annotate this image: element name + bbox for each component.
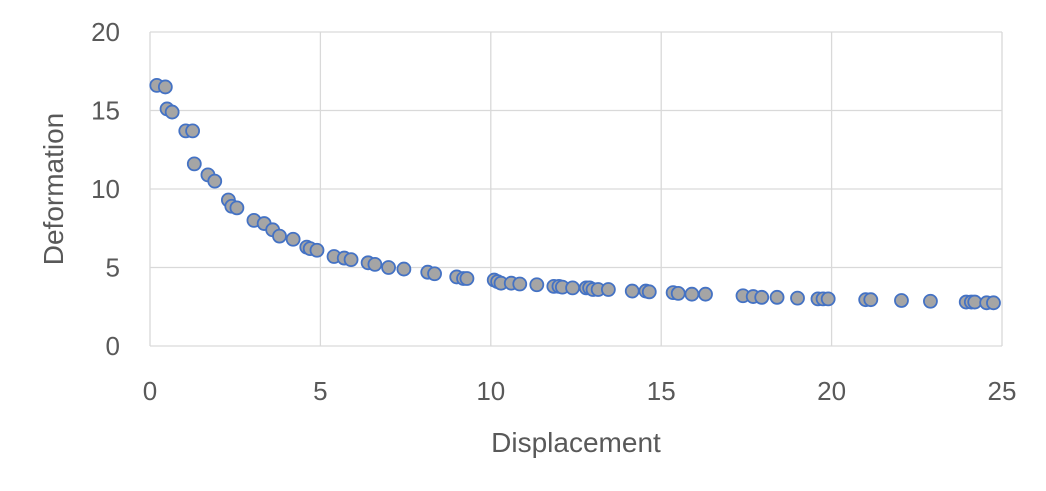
data-point	[684, 286, 700, 302]
data-point	[600, 282, 616, 297]
data-point	[863, 292, 879, 308]
x-axis-title: Displacement	[491, 427, 661, 458]
y-tick-label: 15	[91, 96, 120, 126]
x-tick-label: 20	[817, 376, 846, 406]
data-point	[624, 283, 640, 299]
x-tick-label: 15	[647, 376, 676, 406]
data-point	[967, 294, 983, 310]
data-point	[641, 284, 657, 300]
data-point	[285, 231, 301, 247]
data-point	[343, 252, 359, 268]
data-point	[381, 260, 396, 275]
y-tick-labels: 0 5 10 15 20	[91, 17, 120, 361]
y-tick-label: 5	[106, 253, 120, 283]
data-point	[754, 289, 770, 305]
data-point	[670, 286, 686, 301]
y-tick-label: 0	[106, 331, 120, 361]
data-point	[229, 200, 245, 216]
data-point	[367, 256, 383, 272]
data-point	[272, 228, 287, 244]
x-tick-label: 0	[143, 376, 157, 406]
data-point	[185, 123, 201, 139]
x-tick-labels: 0 5 10 15 20 25	[143, 376, 1017, 406]
data-points	[149, 77, 1001, 311]
x-tick-label: 10	[476, 376, 505, 406]
x-tick-label: 5	[313, 376, 327, 406]
data-point	[427, 266, 442, 282]
data-point	[512, 276, 528, 292]
data-point	[790, 290, 805, 306]
data-point	[986, 295, 1001, 311]
data-point	[207, 173, 223, 189]
x-tick-label: 25	[988, 376, 1017, 406]
data-point	[923, 293, 938, 309]
data-point	[820, 291, 836, 307]
data-point	[459, 271, 475, 286]
data-point	[309, 242, 325, 258]
data-point	[396, 261, 412, 277]
data-point	[164, 104, 180, 120]
y-tick-label: 20	[91, 17, 120, 47]
data-point	[186, 156, 202, 172]
data-point	[157, 79, 173, 95]
data-point	[894, 293, 909, 308]
y-tick-label: 10	[91, 174, 120, 204]
data-point	[529, 277, 545, 293]
data-point	[769, 289, 785, 305]
data-point	[698, 286, 713, 302]
y-axis-title: Deformation	[38, 113, 69, 266]
data-point	[565, 280, 580, 296]
